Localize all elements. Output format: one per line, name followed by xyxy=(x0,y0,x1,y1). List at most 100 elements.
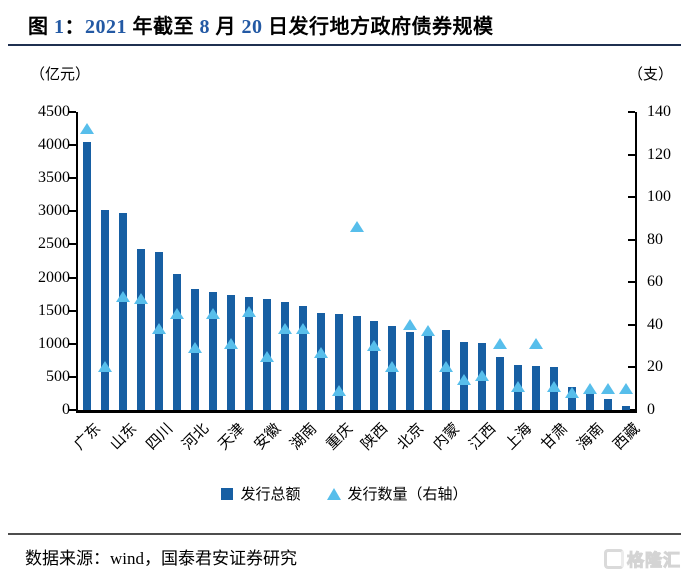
x-tick-label: 陕西 xyxy=(257,418,392,454)
x-tick-label: 天津 xyxy=(114,418,248,454)
count-triangle-marker xyxy=(169,308,184,320)
watermark-text: 格隆汇 xyxy=(627,551,681,571)
bar xyxy=(280,302,289,410)
count-triangle-marker xyxy=(565,386,580,398)
left-axis-tick xyxy=(69,342,76,345)
x-tick-label-text: 甘肃 xyxy=(538,420,572,454)
bar xyxy=(172,273,181,410)
gelonghui-logo-icon xyxy=(604,548,624,569)
count-triangle-marker xyxy=(511,380,526,392)
x-tick-label: 广东 xyxy=(0,418,105,454)
x-tick-label: 甘肃 xyxy=(437,418,572,454)
right-axis-tick-label: 20 xyxy=(647,358,663,376)
x-tick-label-text: 海南 xyxy=(574,420,608,454)
left-axis-tick xyxy=(69,276,76,279)
left-axis-tick-label: 2000 xyxy=(38,268,70,286)
right-axis-tick-label: 100 xyxy=(647,188,671,206)
count-triangle-marker xyxy=(475,369,490,381)
left-axis-tick-label: 1500 xyxy=(38,301,70,319)
bar xyxy=(136,249,145,410)
bar xyxy=(604,399,613,410)
x-tick-label-text: 四川 xyxy=(143,420,176,454)
legend-label: 发行数量（右轴） xyxy=(347,487,468,503)
legend-label: 发行总额 xyxy=(240,487,301,503)
right-axis-tick-label: 40 xyxy=(647,315,663,333)
bar xyxy=(316,312,325,410)
left-axis-tick xyxy=(69,243,76,246)
count-triangle-marker xyxy=(493,338,508,349)
title-part: 年截至 xyxy=(127,16,200,38)
count-triangle-marker xyxy=(439,361,454,373)
title-part: 2021 xyxy=(85,16,127,38)
x-tick-label-text: 上海 xyxy=(502,420,536,454)
x-tick-label: 安徽 xyxy=(150,418,284,454)
x-tick-label: 上海 xyxy=(401,418,536,454)
right-axis-tick-label: 80 xyxy=(647,230,663,248)
x-tick-label: 江西 xyxy=(365,418,500,454)
bar xyxy=(334,314,343,410)
left-axis-tick xyxy=(69,309,76,312)
bar xyxy=(208,292,217,410)
left-axis-unit-label: （亿元） xyxy=(30,67,91,83)
right-axis-tick-label: 140 xyxy=(647,103,671,120)
count-triangle-marker xyxy=(367,340,382,352)
count-triangle-marker xyxy=(223,338,238,349)
x-tick-label-text: 河北 xyxy=(179,420,212,454)
x-tick-label: 北京 xyxy=(293,418,428,454)
right-axis-tick xyxy=(628,196,635,199)
count-triangle-marker xyxy=(385,361,400,373)
x-tick-label-text: 湖南 xyxy=(287,420,320,454)
x-tick-label-text: 陕西 xyxy=(359,420,392,454)
title-part: 图 xyxy=(28,16,54,38)
title-part: 8 xyxy=(199,16,210,38)
count-triangle-marker xyxy=(313,346,328,358)
bar xyxy=(244,297,253,410)
legend-square-icon xyxy=(221,487,234,500)
count-triangle-marker xyxy=(151,323,166,335)
left-axis-tick-label: 4000 xyxy=(38,136,70,154)
legend-item: 发行数量（右轴） xyxy=(326,483,468,504)
left-axis-tick xyxy=(69,177,76,180)
right-axis-tick xyxy=(628,409,635,411)
bar xyxy=(370,320,379,410)
x-tick-label: 西藏 xyxy=(509,418,644,454)
footer-divider xyxy=(8,533,681,535)
count-triangle-marker xyxy=(115,291,130,303)
right-axis-tick-label: 60 xyxy=(647,273,663,291)
x-tick-label-text: 西藏 xyxy=(610,420,644,454)
legend-item: 发行总额 xyxy=(221,483,301,504)
count-triangle-marker xyxy=(403,318,418,330)
x-tick-label: 重庆 xyxy=(222,418,356,454)
right-axis-tick-label: 0 xyxy=(647,401,655,418)
left-axis-tick xyxy=(69,375,76,378)
bar xyxy=(82,142,91,410)
bar xyxy=(532,365,541,410)
bar xyxy=(496,357,505,410)
title-part: 日发行地方政府债券规模 xyxy=(262,16,494,38)
bar xyxy=(226,294,235,410)
count-triangle-marker xyxy=(97,361,112,373)
x-tick-label: 山东 xyxy=(6,418,141,454)
count-triangle-marker xyxy=(619,382,634,394)
bar xyxy=(586,394,595,410)
left-axis-tick-label: 2500 xyxy=(38,235,70,253)
title-part: 月 xyxy=(210,16,242,38)
x-axis-line xyxy=(76,410,637,413)
count-triangle-marker xyxy=(241,306,256,318)
left-axis-tick xyxy=(69,144,76,147)
left-axis-tick-label: 3000 xyxy=(38,202,70,220)
bar xyxy=(622,406,631,410)
figure-title: 图 1：2021 年截至 8 月 20 日发行地方政府债券规模 xyxy=(28,10,494,39)
right-axis-tick-label: 120 xyxy=(647,145,671,163)
count-triangle-marker xyxy=(601,382,616,394)
right-axis-tick xyxy=(628,281,635,284)
data-source-note: 数据来源：wind，国泰君安证券研究 xyxy=(25,549,297,568)
x-tick-label-text: 天津 xyxy=(215,420,248,454)
count-triangle-marker xyxy=(79,123,94,135)
left-axis-tick-label: 4500 xyxy=(38,103,70,120)
count-triangle-marker xyxy=(457,374,472,386)
x-tick-label: 海南 xyxy=(473,418,608,454)
left-axis-tick xyxy=(69,210,76,213)
left-axis-tick-label: 1000 xyxy=(38,334,70,352)
